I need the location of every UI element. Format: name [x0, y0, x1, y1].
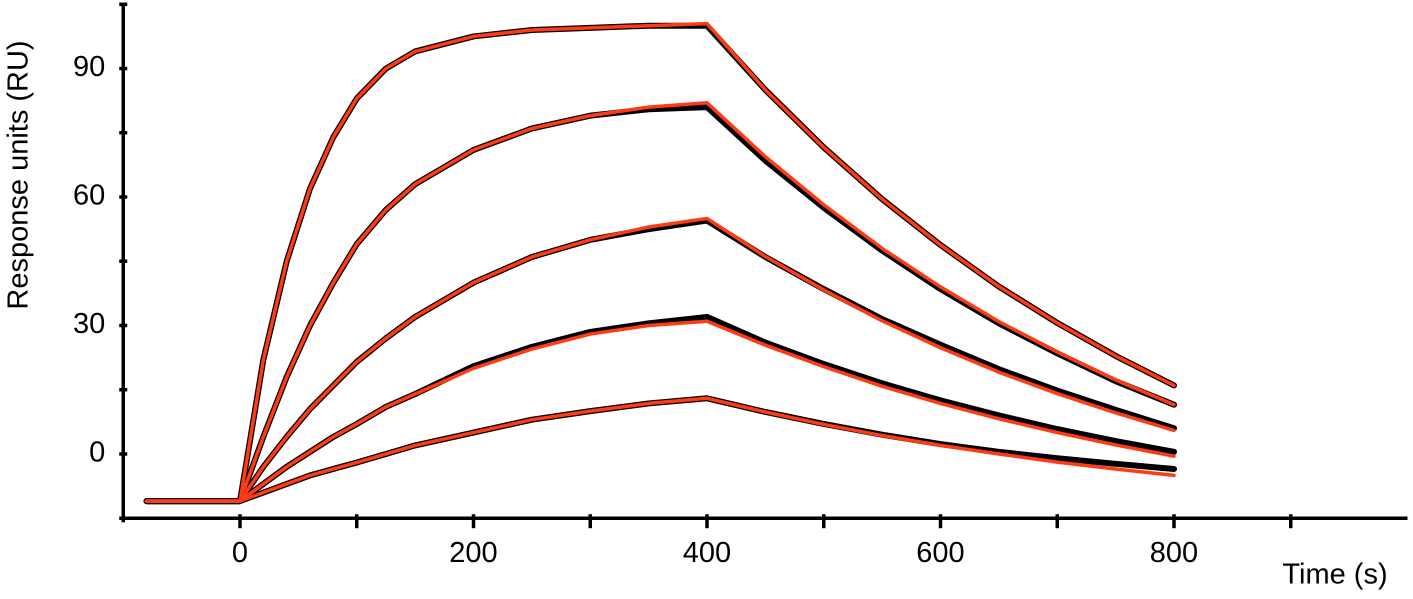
series-line [144, 396, 1176, 503]
series-line [143, 104, 1177, 505]
series-line [143, 22, 1177, 505]
x-tick-label: 800 [1150, 537, 1198, 569]
x-tick-label: 400 [683, 537, 731, 569]
y-tick-label: 60 [73, 180, 105, 212]
x-tick-label: 0 [232, 537, 248, 569]
y-tick-label: 90 [73, 51, 105, 83]
y-tick-label: 30 [73, 308, 105, 340]
series-line [144, 216, 1176, 503]
x-tick-label: 200 [449, 537, 497, 569]
series-line [144, 21, 1176, 503]
y-axis-label: Response units (RU) [3, 40, 35, 309]
series-line [143, 395, 1177, 505]
x-tick-label: 600 [916, 537, 964, 569]
y-tick-label: 0 [89, 437, 105, 469]
series-line [144, 319, 1176, 503]
x-axis-label: Time (s) [1282, 559, 1387, 591]
series-line [144, 101, 1176, 503]
